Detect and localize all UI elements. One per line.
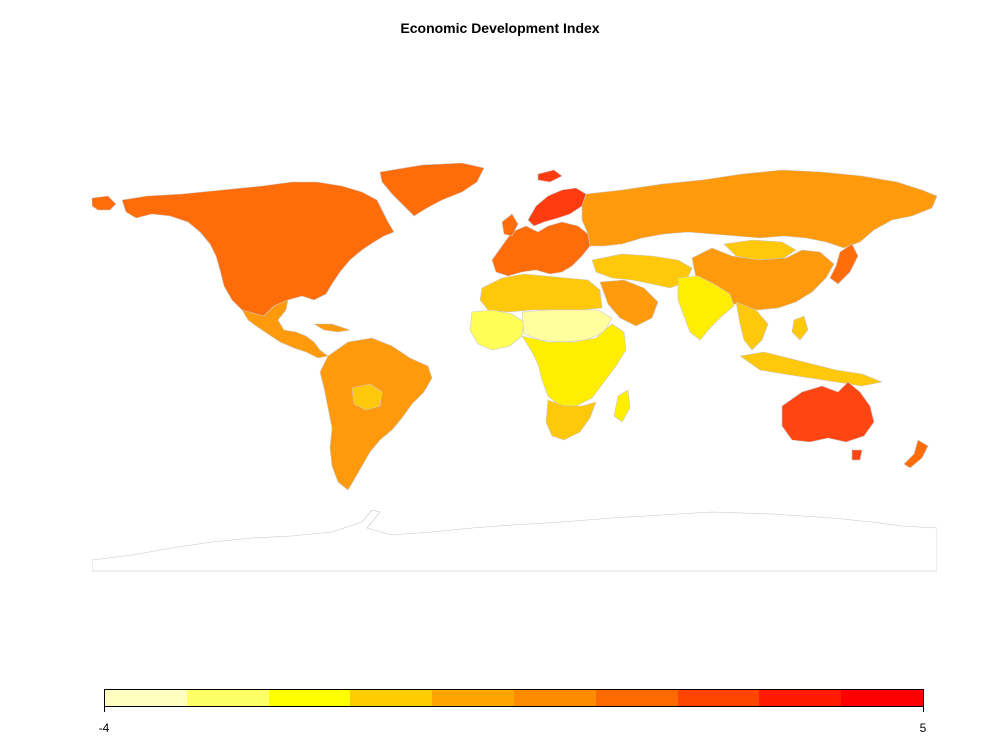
region-arabia bbox=[599, 279, 659, 327]
region-southern-africa bbox=[545, 399, 597, 441]
region-caribbean bbox=[313, 323, 351, 333]
region-greenland bbox=[379, 162, 485, 217]
region-north-africa bbox=[479, 273, 603, 313]
legend-tick-max bbox=[923, 707, 924, 712]
world-map bbox=[92, 162, 937, 572]
legend-color-cell-8 bbox=[677, 690, 760, 706]
map-title: Economic Development Index bbox=[400, 20, 600, 36]
region-scandinavia bbox=[527, 187, 587, 227]
legend-tick-min bbox=[104, 707, 105, 712]
region-bolivia bbox=[351, 383, 383, 411]
legend-color-cell-3 bbox=[268, 690, 351, 706]
legend-max-label: 5 bbox=[919, 721, 927, 735]
region-uk bbox=[501, 213, 519, 237]
region-tasmania bbox=[851, 449, 863, 461]
region-south-america bbox=[319, 337, 433, 491]
region-indonesia bbox=[739, 351, 883, 387]
legend-color-cell-9 bbox=[759, 690, 842, 706]
region-russia bbox=[581, 169, 937, 249]
region-philippines bbox=[791, 315, 809, 341]
legend-color-cell-1 bbox=[105, 690, 187, 706]
legend-color-cell-2 bbox=[186, 690, 269, 706]
legend-color-cell-7 bbox=[595, 690, 678, 706]
legend-color-cell-6 bbox=[513, 690, 596, 706]
region-mongolia bbox=[723, 239, 797, 261]
region-australia bbox=[781, 381, 875, 443]
region-madagascar bbox=[613, 389, 631, 423]
legend-min-label: -4 bbox=[98, 721, 110, 735]
legend-color-cell-4 bbox=[350, 690, 433, 706]
region-new-zealand bbox=[903, 439, 929, 469]
region-japan bbox=[829, 243, 859, 285]
region-central-america bbox=[241, 299, 329, 359]
region-india bbox=[677, 275, 735, 341]
region-alaska-west bbox=[92, 195, 117, 211]
region-iceland bbox=[537, 169, 563, 183]
region-north-america bbox=[121, 181, 395, 319]
region-central-africa bbox=[521, 323, 627, 407]
region-west-africa bbox=[469, 309, 525, 351]
legend-color-cell-5 bbox=[432, 690, 514, 706]
color-legend bbox=[104, 689, 924, 707]
region-southeast-asia bbox=[735, 301, 769, 351]
legend-color-cell-10 bbox=[841, 690, 923, 706]
region-antarctica bbox=[92, 509, 937, 572]
